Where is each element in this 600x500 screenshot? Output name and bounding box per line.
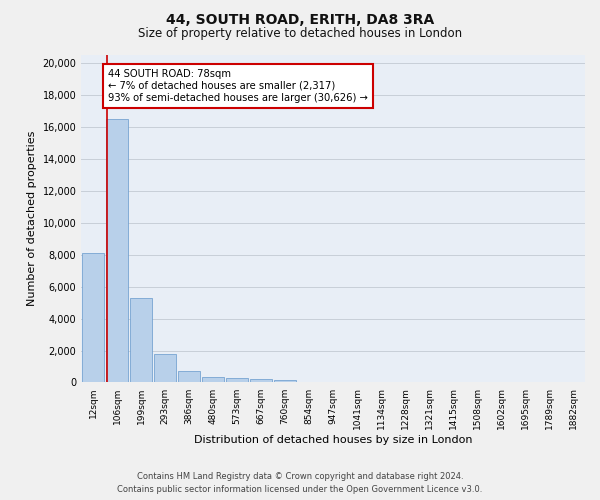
Bar: [250, 379, 272, 382]
Bar: [178, 372, 200, 382]
Text: 44, SOUTH ROAD, ERITH, DA8 3RA: 44, SOUTH ROAD, ERITH, DA8 3RA: [166, 12, 434, 26]
Bar: [226, 378, 248, 382]
Bar: [130, 298, 152, 382]
Text: 44 SOUTH ROAD: 78sqm
← 7% of detached houses are smaller (2,317)
93% of semi-det: 44 SOUTH ROAD: 78sqm ← 7% of detached ho…: [108, 70, 368, 102]
X-axis label: Distribution of detached houses by size in London: Distribution of detached houses by size …: [194, 435, 472, 445]
Bar: [202, 377, 224, 382]
Text: Size of property relative to detached houses in London: Size of property relative to detached ho…: [138, 28, 462, 40]
Bar: [82, 253, 104, 382]
Text: Contains HM Land Registry data © Crown copyright and database right 2024.
Contai: Contains HM Land Registry data © Crown c…: [118, 472, 482, 494]
Y-axis label: Number of detached properties: Number of detached properties: [27, 131, 37, 306]
Bar: [274, 380, 296, 382]
Bar: [154, 354, 176, 382]
Bar: [106, 119, 128, 382]
